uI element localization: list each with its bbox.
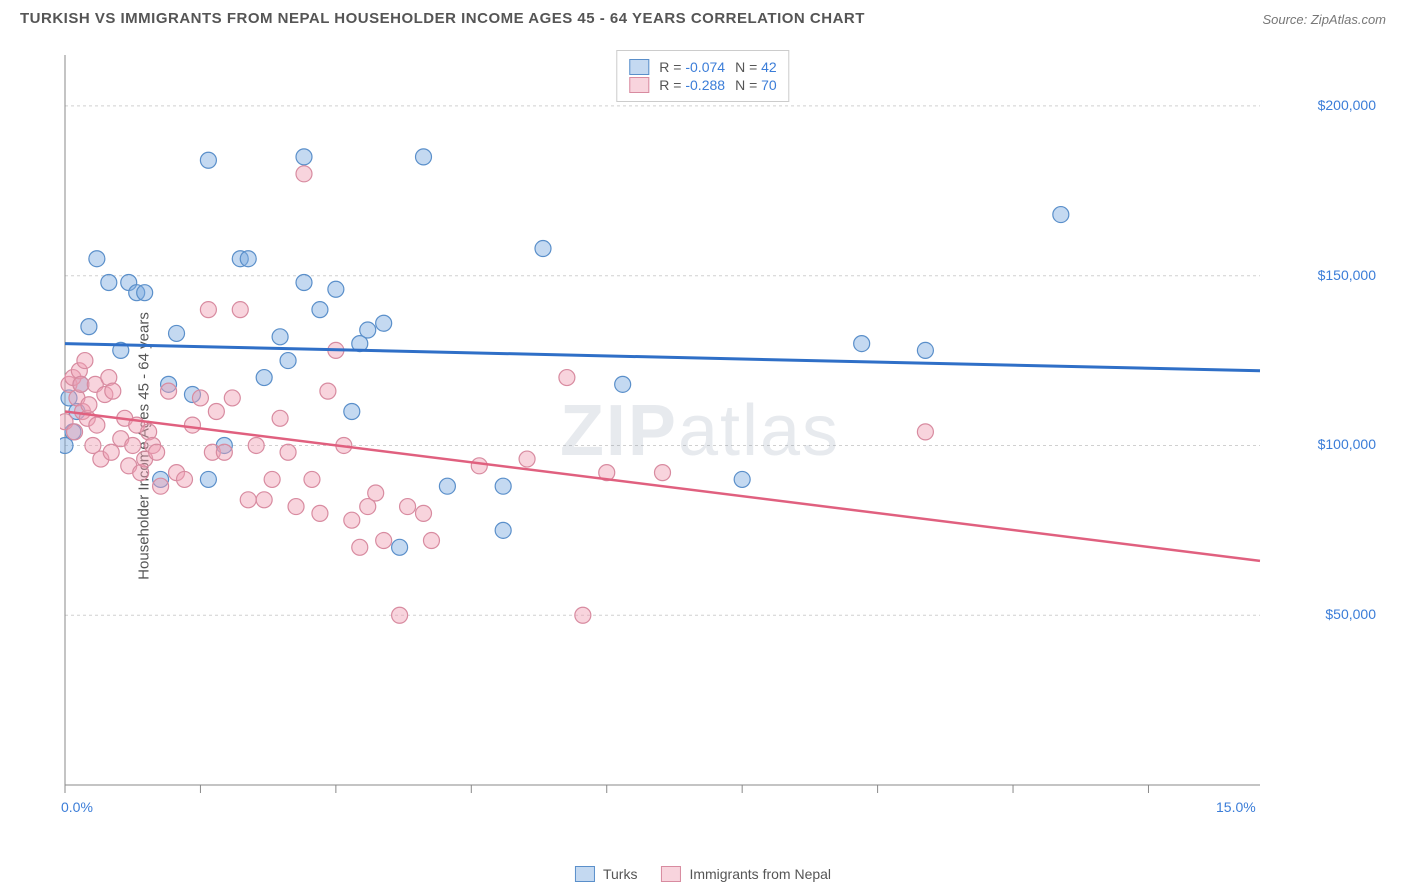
y-tick-label: $50,000 xyxy=(1325,606,1376,622)
source-attribution: Source: ZipAtlas.com xyxy=(1262,12,1386,27)
y-tick-label: $150,000 xyxy=(1318,267,1376,283)
legend-swatch-nepal-icon xyxy=(661,866,681,882)
y-tick-label: $200,000 xyxy=(1318,97,1376,113)
x-axis-max-label: 15.0% xyxy=(1216,799,1256,815)
y-tick-label: $100,000 xyxy=(1318,436,1376,452)
x-axis-min-label: 0.0% xyxy=(61,799,93,815)
legend-swatch-nepal xyxy=(629,77,649,93)
chart-plot-area: ZIPatlas xyxy=(60,45,1340,825)
correlation-legend: R = -0.074 N = 42 R = -0.288 N = 70 xyxy=(616,50,789,102)
chart-title: TURKISH VS IMMIGRANTS FROM NEPAL HOUSEHO… xyxy=(20,10,865,27)
chart-header: TURKISH VS IMMIGRANTS FROM NEPAL HOUSEHO… xyxy=(20,10,1386,40)
series-legend: Turks Immigrants from Nepal xyxy=(575,866,831,882)
legend-item-turks: Turks xyxy=(575,866,637,882)
scatter-plot-svg xyxy=(60,45,1340,825)
legend-swatch-turks xyxy=(629,59,649,75)
legend-label-turks: Turks xyxy=(603,866,637,882)
legend-label-nepal: Immigrants from Nepal xyxy=(689,866,831,882)
legend-row-turks: R = -0.074 N = 42 xyxy=(629,59,776,75)
legend-row-nepal: R = -0.288 N = 70 xyxy=(629,77,776,93)
legend-item-nepal: Immigrants from Nepal xyxy=(661,866,831,882)
legend-swatch-turks-icon xyxy=(575,866,595,882)
